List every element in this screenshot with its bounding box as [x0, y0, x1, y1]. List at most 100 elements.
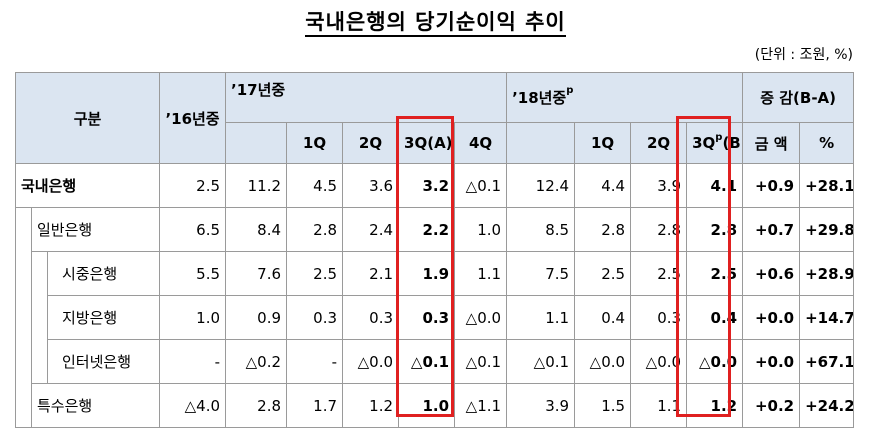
cell-2016: 1.0	[159, 295, 227, 340]
cell-2018: 12.4	[506, 163, 576, 208]
cell-2017: 11.2	[225, 163, 288, 208]
cell-change-percent: +29.8	[799, 207, 855, 252]
cell-2018-q1: △0.0	[574, 339, 632, 384]
row-label: 시중은행	[46, 251, 161, 296]
row-label: 일반은행	[30, 207, 161, 252]
cell-2017-q1: 4.5	[286, 163, 344, 208]
header-amount: 금 액	[742, 122, 801, 164]
cell-2017-q2: 1.2	[342, 383, 400, 428]
cell-change-percent: +14.7	[799, 295, 855, 340]
header-2018-q1: 1Q	[574, 122, 632, 164]
cell-2018: 7.5	[506, 251, 576, 296]
cell-2017: 2.8	[225, 383, 288, 428]
cell-change-amount: +0.6	[742, 251, 801, 296]
cell-2017-q3: 1.9	[398, 251, 456, 296]
cell-2017-q1: 2.8	[286, 207, 344, 252]
cell-2016: 5.5	[159, 251, 227, 296]
cell-2017-q4: △0.1	[454, 339, 508, 384]
header-2018: ’18년중p	[506, 72, 744, 123]
indent-spacer	[15, 295, 32, 340]
table-row: 지방은행 1.0 0.9 0.3 0.3 0.3 △0.0 1.1 0.4 0.…	[15, 295, 855, 340]
cell-2017-q1: -	[286, 339, 344, 384]
row-label: 지방은행	[46, 295, 161, 340]
header-2018-text: ’18년중	[512, 89, 567, 107]
cell-2018: 3.9	[506, 383, 576, 428]
cell-2017-q1: 1.7	[286, 383, 344, 428]
header-2017-q1: 1Q	[286, 122, 344, 164]
cell-2018-q1: 4.4	[574, 163, 632, 208]
cell-2018-q1: 2.5	[574, 251, 632, 296]
row-label: 국내은행	[14, 163, 161, 208]
cell-2017-q3: 1.0	[398, 383, 456, 428]
header-2017-q3: 3Q(A)	[398, 122, 456, 164]
cell-2017-q4: △0.1	[454, 163, 508, 208]
table-row: 인터넷은행 - △0.2 - △0.0 △0.1 △0.1 △0.1 △0.0 …	[15, 339, 855, 384]
cell-change-percent: +28.9	[799, 251, 855, 296]
highlight-box-2018-q3	[676, 116, 731, 417]
header-row-1: 구분 ’16년중 ’17년중 ’18년중p 증 감(B-A)	[14, 72, 855, 164]
cell-change-amount: +0.9	[742, 163, 801, 208]
cell-2017-q3: 0.3	[398, 295, 456, 340]
cell-change-amount: +0.2	[742, 383, 801, 428]
indent-spacer	[31, 251, 48, 296]
cell-change-amount: +0.7	[742, 207, 801, 252]
table-row: 시중은행 5.5 7.6 2.5 2.1 1.9 1.1 7.5 2.5 2.5…	[15, 251, 855, 296]
table-title: 국내은행의 당기순이익 추이	[0, 6, 871, 37]
header-2018-annual-blank	[506, 122, 576, 164]
cell-change-percent: +67.1	[799, 339, 855, 384]
cell-2018-q1: 1.5	[574, 383, 632, 428]
cell-2018-q1: 2.8	[574, 207, 632, 252]
indent-spacer	[15, 339, 32, 384]
indent-spacer	[31, 295, 48, 340]
cell-2017: △0.2	[225, 339, 288, 384]
cell-2018: 1.1	[506, 295, 576, 340]
header-2018-q3-pre: 3Q	[692, 134, 716, 152]
header-2018-q3-post: (B)	[722, 134, 741, 152]
header-2016: ’16년중	[159, 72, 227, 164]
indent-spacer	[15, 383, 32, 428]
cell-2017-q2: 2.4	[342, 207, 400, 252]
header-2017-q4: 4Q	[454, 122, 508, 164]
row-label: 인터넷은행	[46, 339, 161, 384]
unit-note: (단위 : 조원, %)	[754, 47, 853, 63]
row-label: 특수은행	[30, 383, 161, 428]
table-title-text: 국내은행의 당기순이익 추이	[305, 10, 566, 37]
cell-2017-q4: 1.0	[454, 207, 508, 252]
cell-2017: 8.4	[225, 207, 288, 252]
cell-2016: 6.5	[159, 207, 227, 252]
header-change: 증 감(B-A)	[742, 72, 855, 123]
indent-spacer	[15, 251, 32, 296]
cell-2017-q4: △0.0	[454, 295, 508, 340]
header-percent: %	[799, 122, 855, 164]
header-row-2: 1Q 2Q 3Q(A) 4Q 1Q 2Q 3Qp(B) 금 액 %	[16, 122, 855, 164]
cell-2017-q2: 3.6	[342, 163, 400, 208]
cell-change-amount: +0.0	[742, 295, 801, 340]
header-category: 구분	[14, 72, 161, 164]
cell-change-percent: +28.1	[799, 163, 855, 208]
header-2017: ’17년중	[225, 72, 507, 123]
cell-2017: 0.9	[225, 295, 288, 340]
header-2018-sup: p	[566, 85, 574, 96]
cell-2017-q2: 0.3	[342, 295, 400, 340]
indent-spacer	[15, 207, 32, 252]
header-2017-q2: 2Q	[342, 122, 400, 164]
indent-spacer	[31, 339, 48, 384]
cell-2018-q3: 4.1	[686, 163, 744, 208]
cell-2018-q1: 0.4	[574, 295, 632, 340]
cell-change-percent: +24.2	[799, 383, 855, 428]
cell-2016: △4.0	[159, 383, 227, 428]
cell-2017-q1: 2.5	[286, 251, 344, 296]
cell-2017-q1: 0.3	[286, 295, 344, 340]
header-2017-annual-blank	[225, 122, 288, 164]
cell-2016: -	[159, 339, 227, 384]
highlight-box-2017-q3	[396, 116, 454, 417]
header-2018-q3-sup: p	[715, 132, 723, 143]
cell-change-amount: +0.0	[742, 339, 801, 384]
cell-2017-q2: 2.1	[342, 251, 400, 296]
cell-2016: 2.5	[159, 163, 227, 208]
cell-2017-q2: △0.0	[342, 339, 400, 384]
cell-2018: △0.1	[506, 339, 576, 384]
cell-2017-q3: △0.1	[398, 339, 456, 384]
cell-2017: 7.6	[225, 251, 288, 296]
header-2018-q3: 3Qp(B)	[686, 122, 744, 164]
